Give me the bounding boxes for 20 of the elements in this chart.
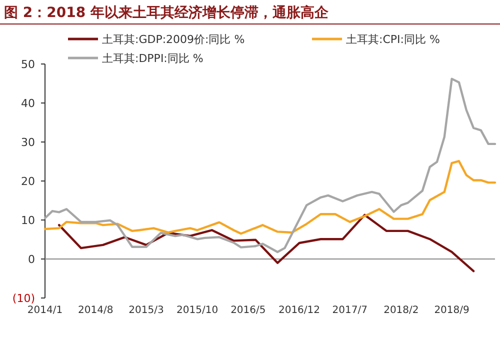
x-tick-label: 2016/5 (230, 305, 266, 316)
x-tick-label: 2015/10 (176, 305, 218, 316)
x-tick-label: 2018/2 (384, 305, 419, 316)
legend-label: 土耳其:CPI:同比 % (346, 33, 440, 46)
y-tick-label: 30 (21, 136, 35, 149)
legend-label: 土耳其:DPPI:同比 % (102, 52, 204, 65)
x-tick-label: 2017/7 (332, 305, 368, 316)
x-tick-label: 2014/1 (27, 305, 63, 316)
x-tick-label: 2016/12 (278, 305, 320, 316)
x-tick-label: 2018/9 (434, 305, 470, 316)
chart-title: 图 2：2018 年以来土耳其经济增长停滞，通胀高企 (4, 4, 330, 21)
x-tick-label: 2015/3 (128, 305, 164, 316)
y-tick-label: 50 (21, 58, 35, 71)
legend-label: 土耳其:GDP:2009价:同比 % (102, 33, 245, 46)
y-tick-label: 20 (21, 175, 35, 188)
y-tick-label: (10) (12, 292, 35, 305)
y-tick-label: 40 (21, 97, 35, 110)
x-tick-label: 2014/8 (78, 305, 114, 316)
y-tick-label: 10 (21, 214, 35, 227)
y-tick-label: 0 (28, 253, 35, 266)
